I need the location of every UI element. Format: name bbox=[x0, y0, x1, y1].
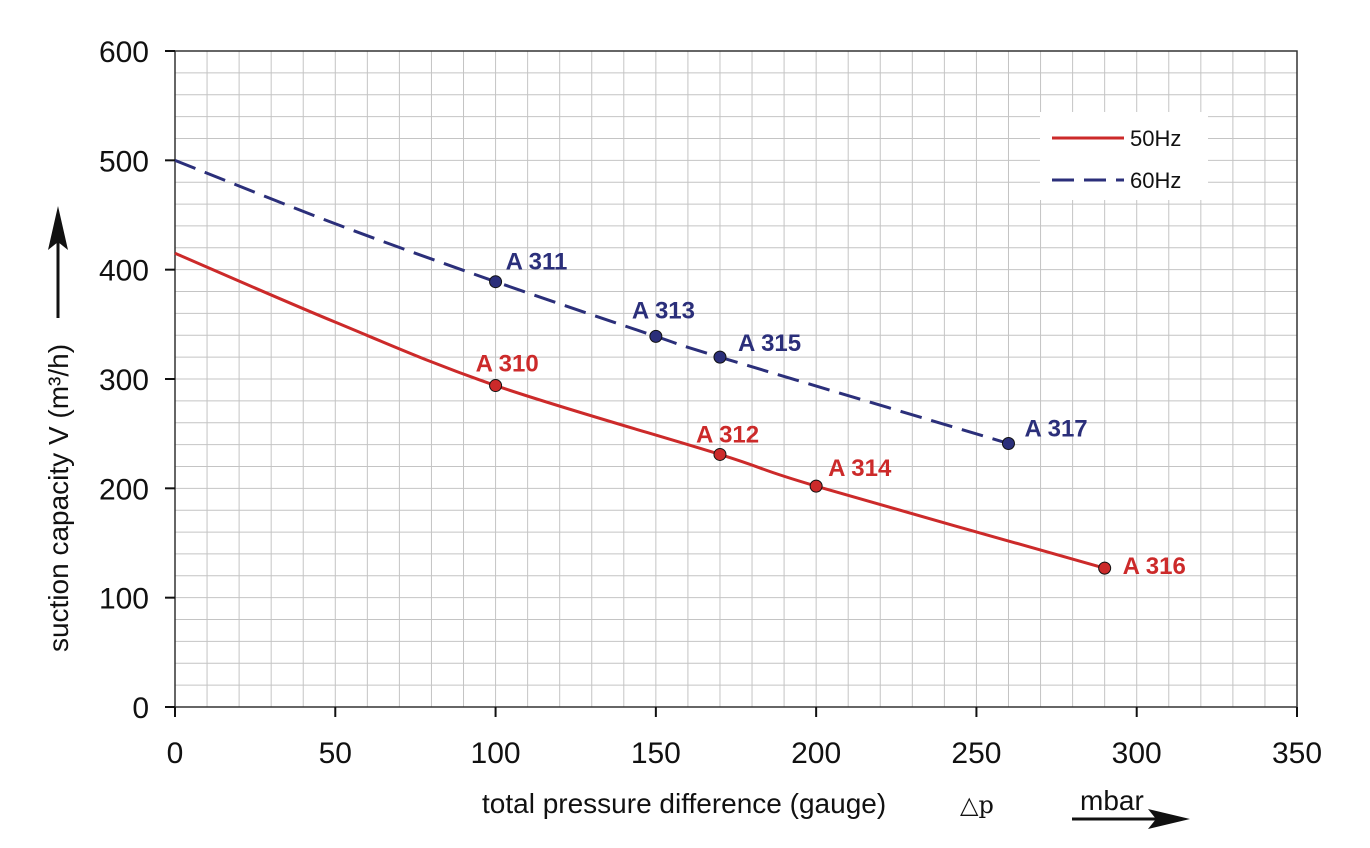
x-tick-label: 50 bbox=[319, 737, 352, 770]
y-tick-label: 500 bbox=[99, 145, 149, 178]
x-tick-label: 100 bbox=[471, 737, 521, 770]
data-point bbox=[713, 350, 727, 364]
y-axis-arrow-head bbox=[48, 206, 68, 250]
data-point bbox=[649, 329, 663, 343]
y-axis-title: suction capacity V (m³/h) bbox=[43, 344, 74, 652]
series-lines bbox=[174, 158, 1106, 570]
y-tick-label: 300 bbox=[99, 364, 149, 397]
data-point bbox=[489, 379, 503, 393]
x-axis-title-group: total pressure difference (gauge) △p mba… bbox=[482, 785, 1190, 829]
axes bbox=[165, 50, 1298, 717]
x-tick-label: 150 bbox=[631, 737, 681, 770]
x-tick-label: 300 bbox=[1112, 737, 1162, 770]
x-axis-symbol: △p bbox=[960, 791, 994, 819]
y-tick-label: 100 bbox=[99, 583, 149, 616]
legend-label-60hz: 60Hz bbox=[1130, 168, 1181, 193]
x-tick-label: 350 bbox=[1272, 737, 1322, 770]
data-point bbox=[489, 275, 503, 289]
data-point-label: A 312 bbox=[696, 421, 759, 448]
data-point bbox=[1098, 561, 1112, 575]
x-tick-label: 200 bbox=[791, 737, 841, 770]
x-axis-unit: mbar bbox=[1080, 785, 1144, 816]
y-tick-label: 400 bbox=[99, 255, 149, 288]
data-point-label: A 316 bbox=[1123, 553, 1186, 580]
legend-label-50hz: 50Hz bbox=[1130, 126, 1181, 151]
data-point-label: A 313 bbox=[632, 297, 695, 324]
series-line-50hz bbox=[174, 251, 1106, 570]
x-tick-label: 250 bbox=[951, 737, 1001, 770]
y-tick-label: 0 bbox=[132, 692, 149, 725]
data-points: A 310 A 312 A 314 A 316 A 311 A 313 A 315 A 317 bbox=[476, 249, 1186, 580]
data-point-label: A 314 bbox=[828, 455, 892, 482]
data-point bbox=[713, 447, 727, 461]
y-tick-label: 600 bbox=[99, 36, 149, 69]
series-line-60hz bbox=[174, 158, 1009, 445]
x-axis-title: total pressure difference (gauge) bbox=[482, 788, 886, 819]
data-point-label: A 315 bbox=[738, 330, 801, 357]
y-tick-label: 200 bbox=[99, 473, 149, 506]
data-point bbox=[809, 479, 823, 493]
tick-labels: 0 50 100 150 200 250 300 350 0 100 200 300 400 500 600 bbox=[99, 36, 1322, 770]
grid bbox=[175, 51, 1297, 707]
legend-box bbox=[1040, 112, 1208, 200]
data-point-label: A 311 bbox=[506, 249, 568, 276]
data-point-label: A 317 bbox=[1024, 416, 1087, 443]
x-tick-label: 0 bbox=[167, 737, 184, 770]
data-point bbox=[1001, 437, 1015, 451]
x-axis-arrow-head bbox=[1148, 809, 1190, 829]
y-axis-title-group: suction capacity V (m³/h) bbox=[43, 206, 74, 652]
legend: 50Hz 60Hz bbox=[1040, 112, 1208, 200]
data-point-label: A 310 bbox=[476, 351, 539, 378]
